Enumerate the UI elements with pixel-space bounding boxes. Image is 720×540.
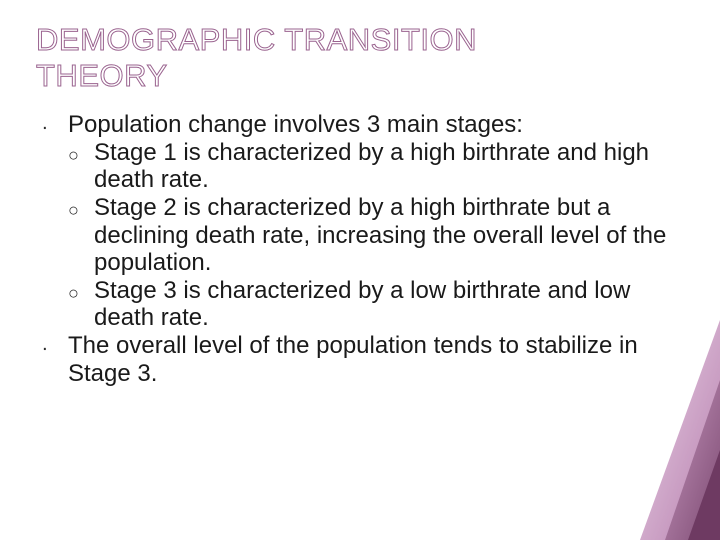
sub-list-item: ○ Stage 1 is characterized by a high bir… <box>68 139 684 194</box>
sub-list-item: ○ Stage 3 is characterized by a low birt… <box>68 277 684 332</box>
sub-item-text: Stage 1 is characterized by a high birth… <box>94 139 684 194</box>
title-line-1: DEMOGRAPHIC TRANSITION <box>36 22 477 57</box>
sub-item-text: Stage 2 is characterized by a high birth… <box>94 194 684 277</box>
list-item-text: The overall level of the population tend… <box>68 332 684 387</box>
circle-bullet-icon: ○ <box>68 194 94 222</box>
body-list: ٠ Population change involves 3 main stag… <box>36 111 684 387</box>
slide-title: DEMOGRAPHIC TRANSITION THEORY <box>36 22 684 93</box>
sub-list: ○ Stage 1 is characterized by a high bir… <box>68 139 684 332</box>
circle-bullet-icon: ○ <box>68 139 94 167</box>
corner-decoration <box>610 320 720 540</box>
bullet-text: Population change involves 3 main stages… <box>68 111 523 138</box>
list-item: ٠ Population change involves 3 main stag… <box>40 111 684 332</box>
title-line-2: THEORY <box>36 58 168 93</box>
bullet-icon: ٠ <box>40 111 68 138</box>
sub-item-text: Stage 3 is characterized by a low birthr… <box>94 277 684 332</box>
list-item: ٠ The overall level of the population te… <box>40 332 684 387</box>
slide: DEMOGRAPHIC TRANSITION THEORY ٠ Populati… <box>0 0 720 540</box>
list-item-text: Population change involves 3 main stages… <box>68 111 684 332</box>
bullet-icon: ٠ <box>40 332 68 359</box>
sub-list-item: ○ Stage 2 is characterized by a high bir… <box>68 194 684 277</box>
circle-bullet-icon: ○ <box>68 277 94 305</box>
